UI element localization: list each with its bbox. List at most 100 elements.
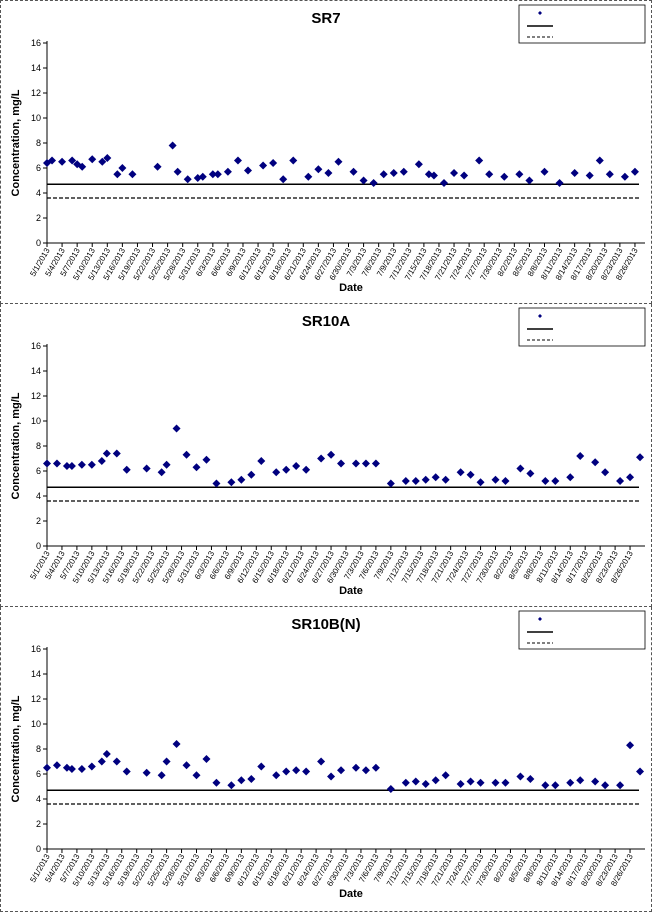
y-tick-label: 10 <box>31 113 41 123</box>
y-tick-label: 2 <box>36 819 41 829</box>
data-point <box>327 772 336 781</box>
chart-panel-sr10a: SR10A 0 2 4 6 8 10 12 14 16 Concentration, mg/L 5/1… <box>0 304 652 607</box>
y-tick-label: 8 <box>36 744 41 754</box>
data-point <box>67 765 76 773</box>
data-point <box>566 778 575 787</box>
data-point <box>349 167 358 176</box>
data-point <box>399 167 408 176</box>
data-point <box>122 465 131 474</box>
data-point <box>475 156 484 165</box>
y-tick-label: 12 <box>31 88 41 98</box>
y-tick-label: 8 <box>36 138 41 148</box>
data-point <box>304 172 313 181</box>
data-point <box>389 169 398 177</box>
data-point <box>259 161 268 170</box>
data-point <box>118 164 127 172</box>
legend-marker-sample <box>538 314 542 318</box>
data-point <box>491 475 500 484</box>
data-point <box>237 776 246 785</box>
data-point <box>97 757 106 766</box>
data-point <box>429 171 438 180</box>
data-point <box>112 757 121 766</box>
data-point <box>476 478 485 487</box>
data-point <box>113 170 122 179</box>
x-axis-label: Date <box>339 888 363 900</box>
data-point <box>317 454 326 463</box>
data-point <box>555 179 564 187</box>
data-point <box>182 450 191 459</box>
data-point <box>591 777 600 786</box>
data-point <box>227 478 236 487</box>
data-point <box>67 462 76 470</box>
data-point <box>516 772 525 781</box>
data-point <box>302 465 311 474</box>
data-point <box>162 460 171 469</box>
data-point <box>183 175 192 184</box>
data-point <box>43 763 51 772</box>
chart-svg: SR10B(N) 0 2 4 6 8 10 12 14 16 Concentration, mg/L… <box>10 610 646 900</box>
legend <box>518 610 646 650</box>
data-point <box>636 767 645 776</box>
y-axis-label: Concentration, mg/L <box>10 695 22 802</box>
data-point <box>401 477 410 485</box>
data-point <box>351 459 360 468</box>
data-point <box>566 473 575 482</box>
legend <box>518 307 646 347</box>
data-point <box>591 458 600 467</box>
data-point <box>324 169 333 177</box>
data-point <box>371 459 380 468</box>
y-tick-label: 2 <box>36 213 41 223</box>
data-point <box>317 757 326 766</box>
data-point <box>411 477 420 485</box>
data-point <box>476 778 485 787</box>
data-point <box>570 169 579 177</box>
data-point <box>466 777 475 786</box>
data-point <box>369 179 378 187</box>
y-tick-label: 16 <box>31 38 41 48</box>
data-point <box>292 462 301 470</box>
y-tick-label: 16 <box>31 341 41 351</box>
y-tick-label: 14 <box>31 63 41 73</box>
data-point <box>272 468 281 477</box>
data-point <box>77 460 86 469</box>
data-point <box>102 449 111 458</box>
data-point <box>237 475 246 484</box>
data-point <box>541 477 550 485</box>
y-axis-label: Concentration, mg/L <box>10 89 22 196</box>
data-point <box>98 157 107 166</box>
data-point <box>168 141 177 150</box>
data-point <box>257 457 266 465</box>
data-point <box>456 780 465 788</box>
data-point <box>77 765 86 773</box>
data-point <box>334 157 343 166</box>
data-point <box>601 468 610 477</box>
data-point <box>605 170 614 179</box>
data-point <box>361 766 370 775</box>
y-tick-label: 4 <box>36 794 41 804</box>
data-point <box>142 768 151 777</box>
y-tick-label: 0 <box>36 238 41 248</box>
data-point <box>212 778 221 787</box>
chart-title: SR7 <box>311 10 340 27</box>
chart-title: SR10B(N) <box>291 616 360 633</box>
legend-marker-sample <box>538 617 542 621</box>
data-point <box>501 778 510 787</box>
data-point <box>279 175 288 184</box>
data-point <box>431 776 440 785</box>
data-point <box>247 470 256 479</box>
data-point <box>441 475 450 484</box>
data-point <box>157 771 166 780</box>
y-tick-label: 10 <box>31 416 41 426</box>
data-point <box>616 781 625 790</box>
data-point <box>269 159 278 167</box>
data-point <box>379 170 388 179</box>
data-point <box>401 778 410 787</box>
data-point <box>456 468 465 477</box>
y-tick-label: 14 <box>31 669 41 679</box>
data-point <box>466 470 475 479</box>
data-point <box>526 775 535 783</box>
data-point <box>173 167 182 176</box>
data-point <box>208 170 217 179</box>
data-point <box>441 771 450 780</box>
